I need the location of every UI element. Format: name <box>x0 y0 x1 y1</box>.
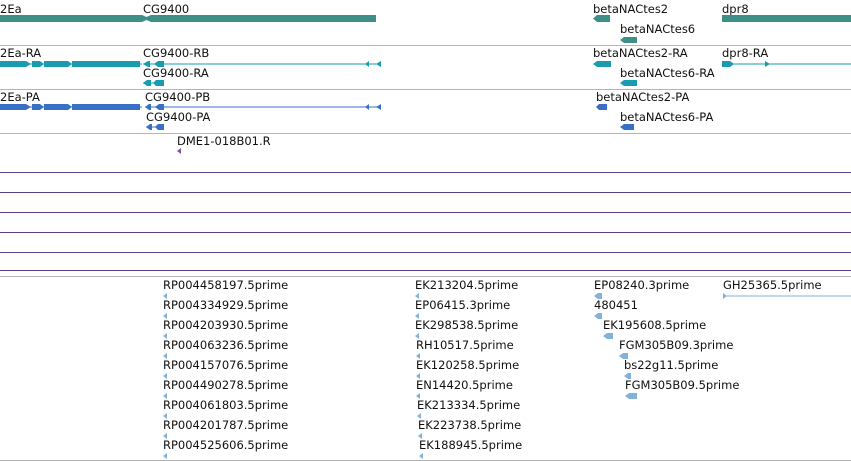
est-label: EN14420.5prime <box>416 378 513 392</box>
gene-betanactes6[interactable] <box>620 37 637 43</box>
primer-dme1-018b01-r[interactable] <box>177 148 181 154</box>
est-feature[interactable] <box>163 393 167 399</box>
est-feature[interactable] <box>619 353 628 359</box>
est-feature[interactable] <box>163 373 167 379</box>
gene-cg9400[interactable] <box>143 15 376 22</box>
empty-track-lines <box>0 172 851 271</box>
est-label: FGM305B09.3prime <box>619 338 733 352</box>
est-label: EP06415.3prime <box>415 298 510 312</box>
est-label: EK188945.5prime <box>419 438 522 452</box>
est-label: FGM305B09.5prime <box>625 378 739 392</box>
protein-cg9400-pa[interactable] <box>146 124 164 130</box>
transcript-cg9400-ra[interactable] <box>143 80 164 86</box>
protein-betanactes2-pa[interactable] <box>596 104 607 110</box>
est-label: EK223738.5prime <box>418 418 521 432</box>
est-label: EK195608.5prime <box>603 318 706 332</box>
gene-dpr8[interactable] <box>722 15 851 22</box>
protein-label-betanactes6-pa: betaNACtes6-PA <box>620 110 713 124</box>
est-feature[interactable] <box>416 353 420 359</box>
est-feature[interactable] <box>416 373 420 379</box>
est-feature[interactable] <box>416 393 420 399</box>
protein-cg9400-pb[interactable] <box>145 104 381 110</box>
est-label: RH10517.5prime <box>416 338 514 352</box>
protein-label-cg9400-pa: CG9400-PA <box>146 110 211 124</box>
protein-track: 2Ea-PA CG9400-PB CG9400-PA betaNACtes2-P… <box>0 90 713 130</box>
est-label: RP004525606.5prime <box>163 438 288 452</box>
est-feature[interactable] <box>163 333 167 339</box>
protein-label-2ea-pa: 2Ea-PA <box>0 90 40 104</box>
est-feature[interactable] <box>163 353 167 359</box>
est-label: EK120258.5prime <box>416 358 519 372</box>
gene-label-2ea: 2Ea <box>0 2 22 16</box>
est-feature[interactable] <box>163 433 167 439</box>
gene-track: 2Ea CG9400 betaNACtes2 betaNACtes6 dpr8 <box>0 2 851 43</box>
gene-label-cg9400: CG9400 <box>143 2 189 16</box>
est-feature[interactable] <box>594 313 602 319</box>
est-label: RP004458197.5prime <box>163 278 288 292</box>
est-feature[interactable] <box>163 313 167 319</box>
gene-label-betanactes6: betaNACtes6 <box>620 22 695 36</box>
protein-2ea-pa[interactable] <box>0 104 142 110</box>
est-feature[interactable] <box>418 433 422 439</box>
est-label: EP08240.3prime <box>594 278 689 292</box>
transcript-betanactes2-ra[interactable] <box>593 61 611 67</box>
est-label: EK298538.5prime <box>415 318 518 332</box>
est-feature[interactable] <box>624 373 631 379</box>
gene-2ea[interactable] <box>0 15 142 22</box>
est-feature[interactable] <box>163 453 167 459</box>
primer-label-dme1-018b01-r: DME1-018B01.R <box>177 134 271 148</box>
est-label: RP004157076.5prime <box>163 358 288 372</box>
est-label: GH25365.5prime <box>723 278 822 292</box>
est-track: RP004458197.5prime RP004334929.5prime RP… <box>163 278 851 459</box>
gene-betanactes2[interactable] <box>593 15 610 22</box>
primer-track: DME1-018B01.R <box>177 134 271 154</box>
est-label: EK213334.5prime <box>417 398 520 412</box>
est-feature[interactable] <box>415 333 419 339</box>
transcript-label-cg9400-rb: CG9400-RB <box>143 46 209 60</box>
transcript-label-2ea-ra: 2Ea-RA <box>0 46 41 60</box>
est-feature[interactable] <box>603 333 613 339</box>
est-label: RP004063236.5prime <box>163 338 288 352</box>
est-label: RP004203930.5prime <box>163 318 288 332</box>
transcript-label-betanactes2-ra: betaNACtes2-RA <box>593 46 688 60</box>
est-label: EK213204.5prime <box>415 278 518 292</box>
est-feature[interactable] <box>419 453 423 459</box>
protein-label-betanactes2-pa: betaNACtes2-PA <box>596 90 689 104</box>
transcript-betanactes6-ra[interactable] <box>620 80 637 86</box>
est-label: RP004201787.5prime <box>163 418 288 432</box>
est-feature[interactable] <box>163 413 167 419</box>
transcript-track: 2Ea-RA CG9400-RB CG9400-RA betaNACtes2-R… <box>0 46 851 86</box>
est-feature[interactable] <box>163 293 167 299</box>
est-feature[interactable] <box>415 293 419 299</box>
transcript-label-dpr8-ra: dpr8-RA <box>722 46 768 60</box>
est-label: 480451 <box>594 298 638 312</box>
est-feature[interactable] <box>417 413 421 419</box>
est-feature[interactable] <box>625 393 637 399</box>
est-label: RP004490278.5prime <box>163 378 288 392</box>
est-feature[interactable] <box>594 293 602 299</box>
est-feature[interactable] <box>723 293 851 299</box>
est-label: RP004334929.5prime <box>163 298 288 312</box>
transcript-2ea-ra[interactable] <box>0 61 142 67</box>
transcript-label-cg9400-ra: CG9400-RA <box>143 66 209 80</box>
gene-label-dpr8: dpr8 <box>722 2 749 16</box>
transcript-cg9400-rb[interactable] <box>143 61 381 67</box>
est-label: RP004061803.5prime <box>163 398 288 412</box>
transcript-dpr8-ra[interactable] <box>722 61 851 67</box>
transcript-label-betanactes6-ra: betaNACtes6-RA <box>620 66 715 80</box>
gene-label-betanactes2: betaNACtes2 <box>593 2 668 16</box>
est-label: bs22g11.5prime <box>624 358 718 372</box>
est-feature[interactable] <box>415 313 419 319</box>
protein-label-cg9400-pb: CG9400-PB <box>145 90 210 104</box>
protein-betanactes6-pa[interactable] <box>620 124 634 130</box>
